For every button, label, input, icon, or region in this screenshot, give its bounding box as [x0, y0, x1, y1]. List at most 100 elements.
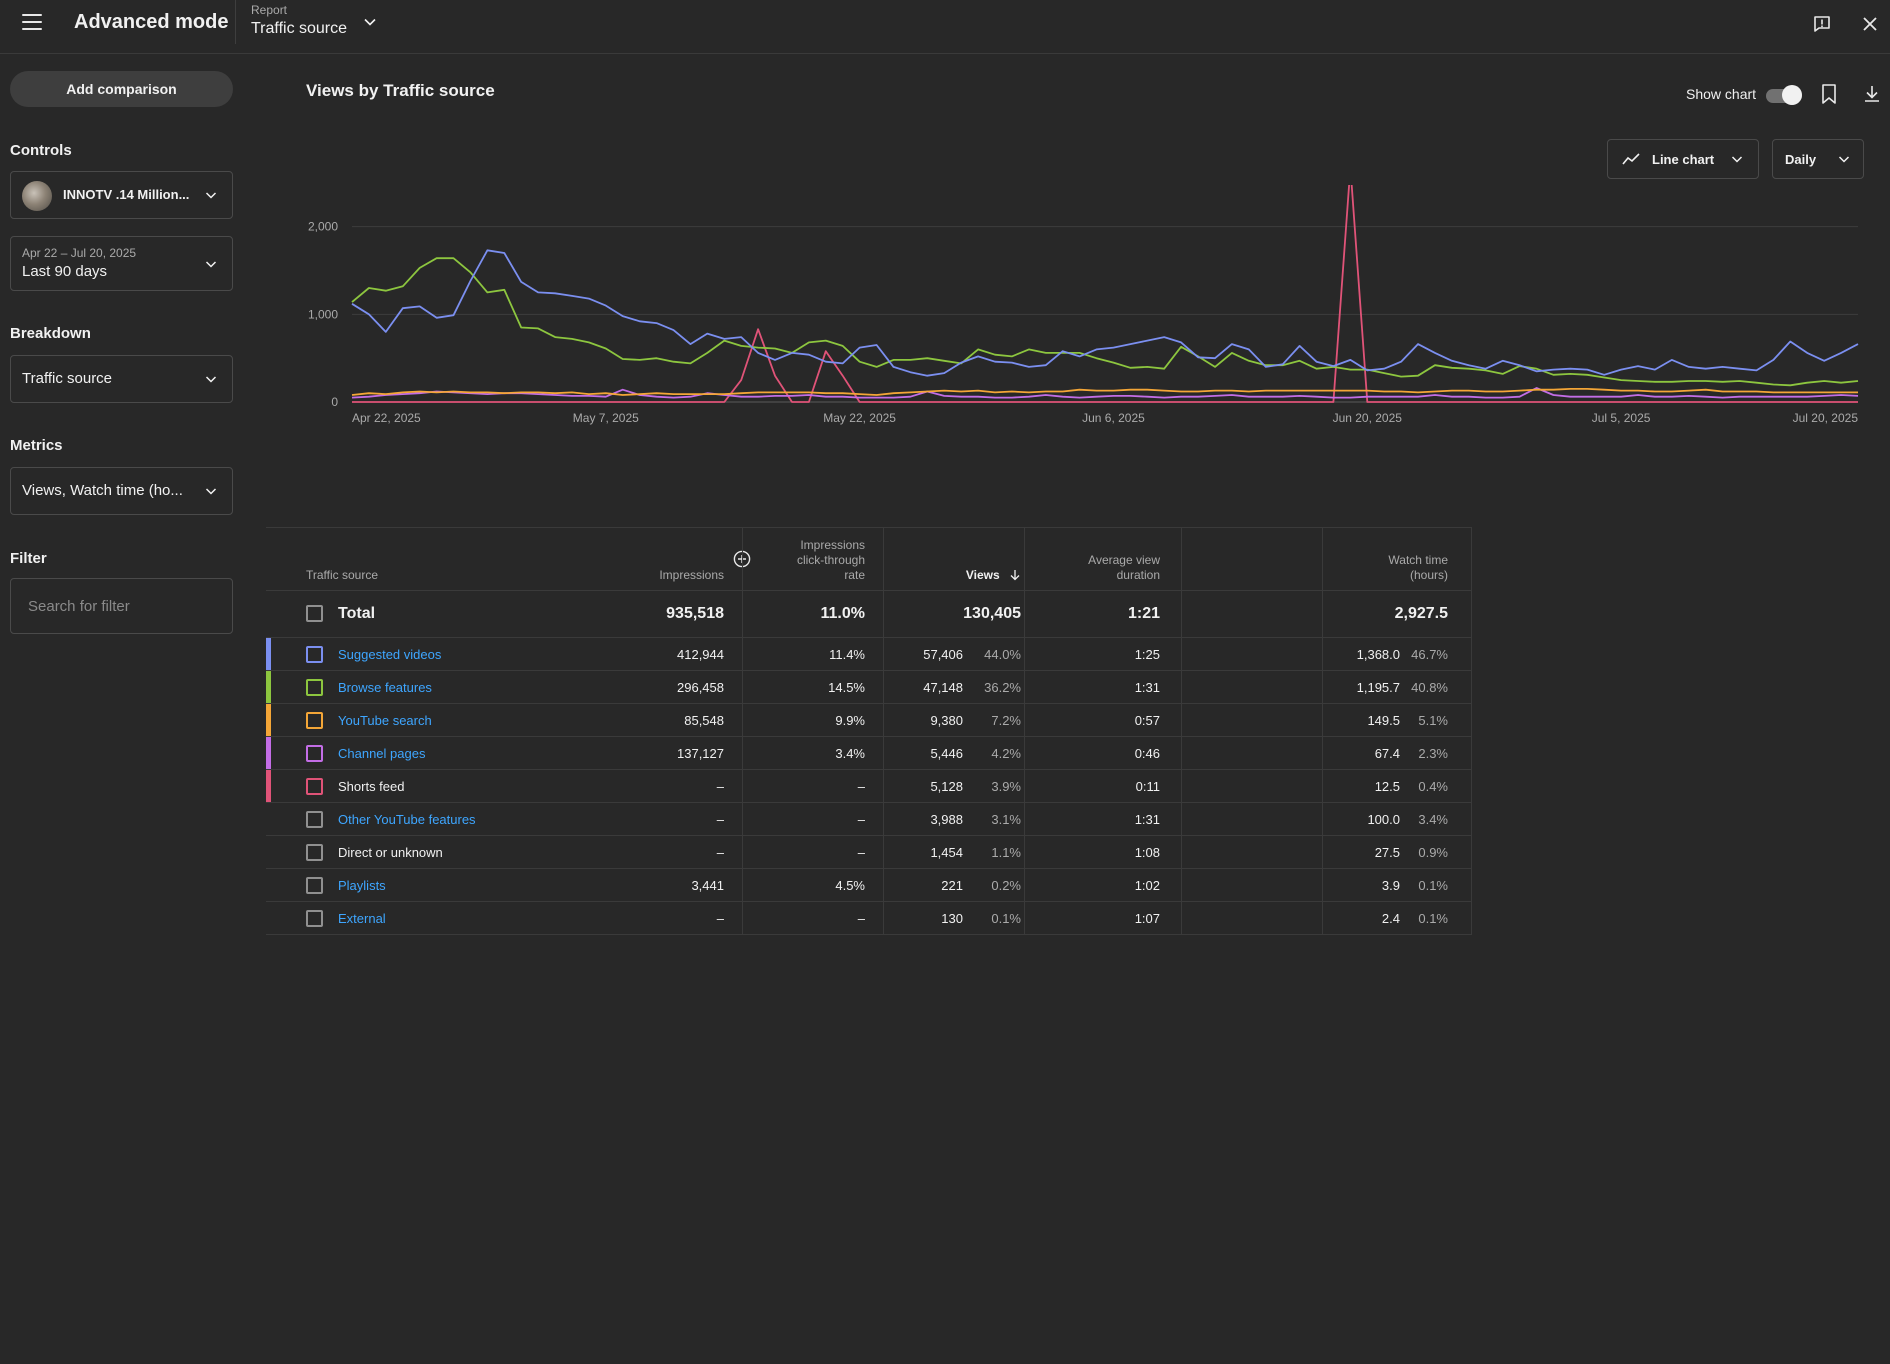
download-icon[interactable]: [1862, 83, 1882, 105]
row-checkbox[interactable]: [306, 877, 323, 894]
table-row: Playlists 3,441 4.5% 221 0.2% 1:02 3.9 0.1%: [266, 869, 1471, 902]
column-divider: [883, 527, 884, 935]
total-avd: 1:21: [1127, 605, 1160, 622]
row-views-pct: 7.2%: [991, 713, 1021, 728]
row-name[interactable]: External: [338, 911, 386, 926]
table-header: Traffic source Impressions Impressions c…: [266, 527, 1471, 591]
granularity-label: Daily: [1785, 152, 1817, 167]
chevron-down-icon: [205, 488, 217, 495]
row-name[interactable]: Browse features: [338, 680, 432, 695]
report-label: Report: [251, 3, 288, 17]
row-views: 221: [941, 878, 963, 893]
header-ctr[interactable]: Impressions click-through rate: [797, 538, 865, 583]
title-divider: [235, 0, 236, 44]
filter-search-input[interactable]: [10, 578, 233, 634]
row-watch-time: 12.5: [1374, 779, 1400, 794]
header-avg-view-duration[interactable]: Average view duration: [1088, 553, 1160, 583]
bookmark-icon[interactable]: [1819, 83, 1839, 105]
total-ctr: 11.0%: [820, 605, 865, 622]
series-line-suggested-videos[interactable]: [351, 249, 1859, 377]
row-impressions: 412,944: [677, 647, 724, 662]
table-row: Direct or unknown – – 1,454 1.1% 1:08 27.5 0.9%: [266, 836, 1471, 869]
chart-type-button[interactable]: Line chart: [1607, 139, 1759, 179]
series-color-stripe: [266, 671, 271, 703]
series-color-stripe: [266, 770, 271, 802]
header-watch-time[interactable]: Watch time (hours): [1388, 553, 1448, 583]
series-line-channel-pages[interactable]: [351, 387, 1859, 399]
channel-name: INNOTV .14 Million...: [63, 187, 190, 202]
row-views: 5,128: [930, 779, 963, 794]
row-name[interactable]: Other YouTube features: [338, 812, 476, 827]
metrics-selector[interactable]: Views, Watch time (ho...: [10, 467, 233, 515]
row-checkbox[interactable]: [306, 811, 323, 828]
row-views-pct: 0.2%: [991, 878, 1021, 893]
header-impressions[interactable]: Impressions: [659, 568, 724, 582]
show-chart-label: Show chart: [1686, 86, 1757, 102]
total-impressions: 935,518: [666, 605, 724, 622]
series-line-shorts-feed[interactable]: [352, 185, 1858, 403]
row-checkbox[interactable]: [306, 679, 323, 696]
granularity-button[interactable]: Daily: [1772, 139, 1864, 179]
series-line-browse-features[interactable]: [351, 257, 1859, 387]
header-views[interactable]: Views: [966, 568, 1021, 583]
row-checkbox[interactable]: [306, 778, 323, 795]
header-avd-line: duration: [1116, 568, 1160, 582]
row-ctr: 3.4%: [835, 746, 865, 761]
total-views: 130,405: [963, 605, 1021, 622]
row-watch-pct: 0.1%: [1418, 911, 1448, 926]
row-impressions: 137,127: [677, 746, 724, 761]
checkbox-total[interactable]: [306, 605, 323, 622]
close-icon[interactable]: [1860, 14, 1880, 34]
row-avd: 1:07: [1134, 911, 1160, 926]
breakdown-selector[interactable]: Traffic source: [10, 355, 233, 403]
x-tick-label: Jul 5, 2025: [1592, 411, 1651, 425]
row-checkbox[interactable]: [306, 910, 323, 927]
date-range-selector[interactable]: Apr 22 – Jul 20, 2025 Last 90 days: [10, 236, 233, 291]
row-name[interactable]: Channel pages: [338, 746, 426, 761]
row-ctr: –: [857, 812, 865, 827]
row-views-pct: 4.2%: [991, 746, 1021, 761]
row-checkbox[interactable]: [306, 745, 323, 762]
row-watch-time: 149.5: [1367, 713, 1400, 728]
row-impressions: 296,458: [677, 680, 724, 695]
row-checkbox[interactable]: [306, 646, 323, 663]
row-watch-pct: 0.9%: [1418, 845, 1448, 860]
report-selector[interactable]: Traffic source: [251, 20, 348, 37]
row-views: 5,446: [930, 746, 963, 761]
x-tick-label: May 22, 2025: [823, 411, 896, 425]
hamburger-menu-icon[interactable]: [22, 14, 42, 30]
table-row: YouTube search 85,548 9.9% 9,380 7.2% 0:57 149…: [266, 704, 1471, 737]
column-divider: [1181, 527, 1182, 935]
row-name[interactable]: Playlists: [338, 878, 386, 893]
header-traffic-source[interactable]: Traffic source: [306, 568, 379, 582]
row-name[interactable]: YouTube search: [338, 713, 432, 728]
row-ctr: 4.5%: [835, 878, 865, 893]
feedback-icon[interactable]: [1812, 14, 1832, 34]
header-watch-line: Watch time: [1388, 553, 1448, 567]
column-divider: [742, 527, 743, 935]
row-avd: 1:08: [1134, 845, 1160, 860]
line-chart-icon: [1622, 153, 1640, 165]
table-row: Shorts feed – – 5,128 3.9% 0:11 12.5 0.4%: [266, 770, 1471, 803]
row-watch-time: 100.0: [1367, 812, 1400, 827]
chevron-down-icon[interactable]: [362, 14, 378, 30]
channel-selector[interactable]: INNOTV .14 Million...: [10, 171, 233, 219]
series-color-stripe: [266, 704, 271, 736]
row-ctr: 14.5%: [828, 680, 865, 695]
show-chart-toggle[interactable]: [1766, 85, 1802, 105]
series-line-youtube-search[interactable]: [351, 387, 1858, 396]
row-name[interactable]: Suggested videos: [338, 647, 442, 662]
series-color-stripe: [266, 737, 271, 769]
chevron-down-icon: [1731, 156, 1743, 163]
add-comparison-button[interactable]: Add comparison: [10, 71, 233, 107]
row-avd: 0:57: [1134, 713, 1160, 728]
row-views: 130: [941, 911, 963, 926]
row-checkbox[interactable]: [306, 844, 323, 861]
table-row: Other YouTube features – – 3,988 3.1% 1:31 100…: [266, 803, 1471, 836]
toggle-knob: [1782, 85, 1802, 105]
row-views-pct: 3.1%: [991, 812, 1021, 827]
row-checkbox[interactable]: [306, 712, 323, 729]
row-views: 9,380: [930, 713, 963, 728]
row-watch-pct: 46.7%: [1411, 647, 1448, 662]
row-watch-time: 1,368.0: [1356, 647, 1400, 662]
